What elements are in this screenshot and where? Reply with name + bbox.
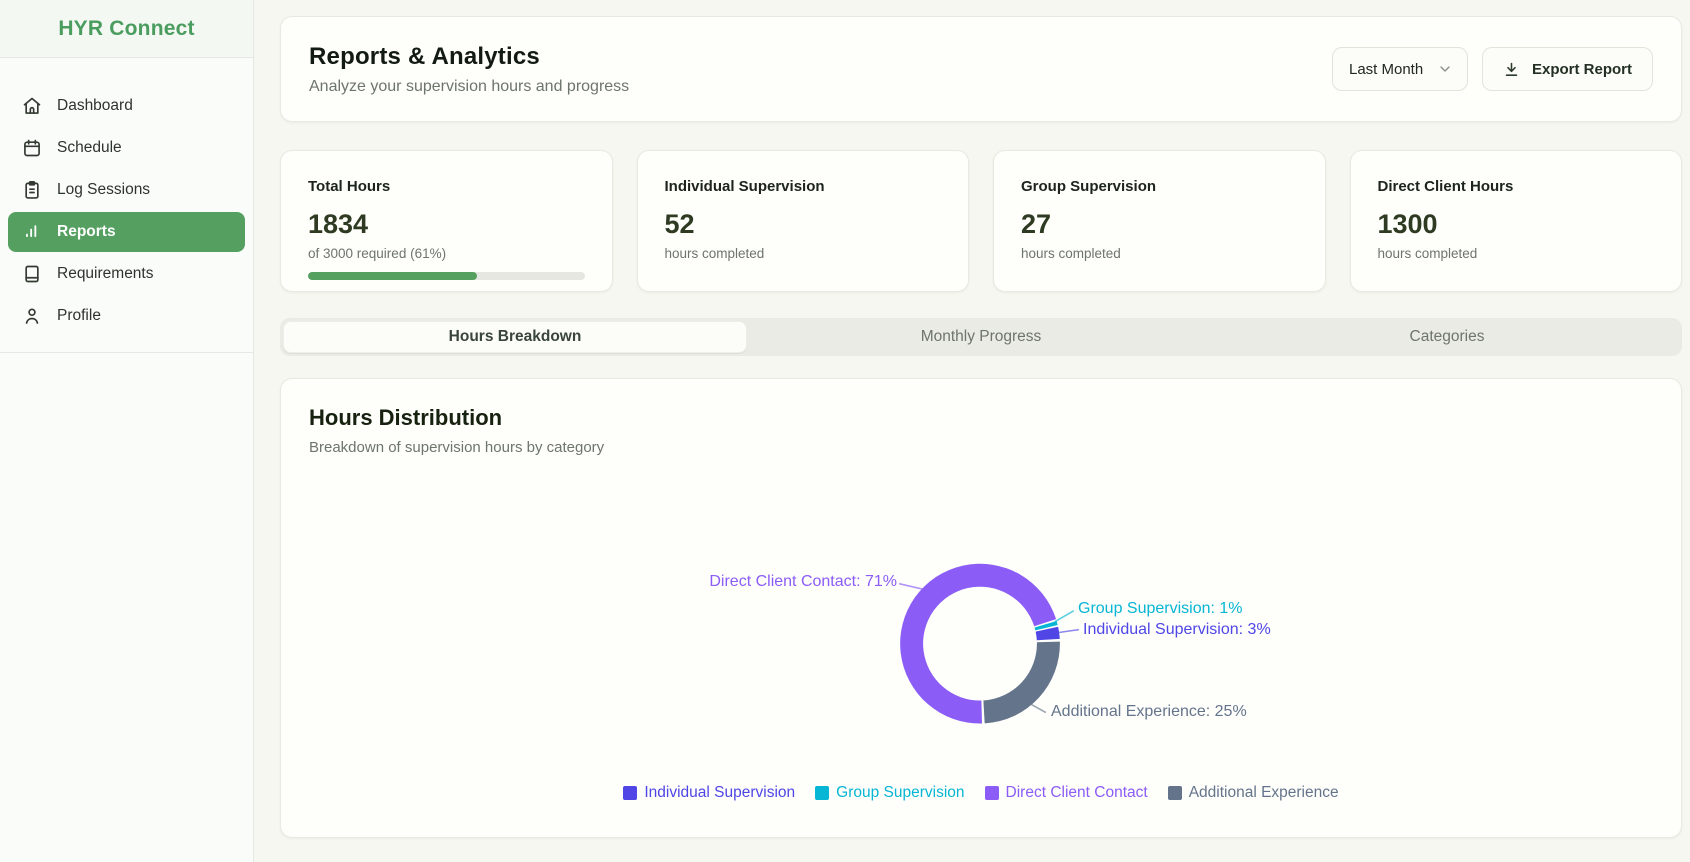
chevron-down-icon xyxy=(1437,61,1453,77)
main-content: Reports & Analytics Analyze your supervi… xyxy=(254,0,1690,862)
callout-group-supervision: Group Supervision: 1% xyxy=(1078,600,1243,617)
legend-swatch-icon xyxy=(815,786,830,800)
hours-distribution-card: Hours Distribution Breakdown of supervis… xyxy=(280,378,1682,838)
bar-chart-icon xyxy=(22,222,42,242)
sidebar-nav: Dashboard Schedule Log Sessions Reports … xyxy=(0,58,253,353)
stat-card-total-hours: Total Hours 1834 of 3000 required (61%) xyxy=(280,150,613,292)
stat-subtext: hours completed xyxy=(1021,246,1121,261)
total-hours-progress xyxy=(308,272,585,280)
donut-chart[interactable] xyxy=(281,379,1681,838)
stat-card-individual-supervision: Individual Supervision 52 hours complete… xyxy=(636,150,969,292)
period-select-value: Last Month xyxy=(1348,60,1424,78)
legend-item-additional-experience: Additional Experience xyxy=(1167,784,1339,802)
user-icon xyxy=(22,306,42,326)
legend-item-individual-supervision: Individual Supervision xyxy=(623,784,795,802)
legend-item-group-supervision: Group Supervision xyxy=(815,784,965,802)
legend-swatch-icon xyxy=(1167,786,1182,800)
clipboard-icon xyxy=(22,180,42,200)
stat-card-direct-client-hours: Direct Client Hours 1300 hours completed xyxy=(1349,150,1682,292)
report-tabs: Hours Breakdown Monthly Progress Categor… xyxy=(280,318,1682,356)
chart-title: Hours Distribution xyxy=(309,405,503,430)
sidebar-item-profile[interactable]: Profile xyxy=(8,296,245,336)
page-header-card: Reports & Analytics Analyze your supervi… xyxy=(280,16,1682,122)
stat-value: 1300 xyxy=(1377,209,1438,239)
donut-slice[interactable] xyxy=(900,563,1057,724)
callout-leader-line xyxy=(1054,609,1075,623)
callout-leader-line xyxy=(1027,701,1047,714)
donut-slice[interactable] xyxy=(1034,620,1058,631)
stat-card-group-supervision: Group Supervision 27 hours completed xyxy=(993,150,1326,292)
chart-subtitle: Breakdown of supervision hours by catego… xyxy=(309,439,605,456)
donut-slice[interactable] xyxy=(983,641,1060,724)
callout-individual-supervision: Individual Supervision: 3% xyxy=(1083,621,1271,638)
page-subtitle: Analyze your supervision hours and progr… xyxy=(309,77,630,95)
sidebar-item-dashboard[interactable]: Dashboard xyxy=(8,86,245,126)
sidebar-item-label: Log Sessions xyxy=(57,181,151,198)
donut-slice[interactable] xyxy=(1035,626,1060,641)
stat-subtext: hours completed xyxy=(664,246,765,261)
stat-label: Direct Client Hours xyxy=(1377,178,1514,195)
callout-direct-client-contact: Direct Client Contact: 71% xyxy=(709,573,897,590)
legend-label: Additional Experience xyxy=(1188,784,1339,801)
sidebar-item-log-sessions[interactable]: Log Sessions xyxy=(8,170,245,210)
stat-value: 52 xyxy=(664,209,695,239)
page-title: Reports & Analytics xyxy=(309,42,540,70)
tab-categories[interactable]: Categories xyxy=(1409,328,1485,345)
donut-chart-area: Direct Client Contact: 71% Group Supervi… xyxy=(281,379,1681,837)
home-icon xyxy=(22,96,42,116)
sidebar-item-label: Schedule xyxy=(57,139,122,156)
download-icon xyxy=(1503,61,1520,78)
app-title: HYR Connect xyxy=(58,16,195,40)
calendar-icon xyxy=(22,138,42,158)
period-select[interactable]: Last Month xyxy=(1331,47,1468,91)
total-hours-progress-fill xyxy=(308,272,477,280)
callout-leader-line xyxy=(898,582,926,591)
callout-additional-experience: Additional Experience: 25% xyxy=(1051,703,1247,720)
callout-leader-line xyxy=(1057,628,1079,634)
stats-row: Total Hours 1834 of 3000 required (61%) … xyxy=(280,150,1682,292)
sidebar: HYR Connect Dashboard Schedule Log Sessi… xyxy=(0,0,254,862)
tab-hours-breakdown[interactable]: Hours Breakdown xyxy=(283,321,747,353)
sidebar-item-label: Profile xyxy=(57,307,101,324)
sidebar-item-requirements[interactable]: Requirements xyxy=(8,254,245,294)
export-report-label: Export Report xyxy=(1531,60,1632,78)
stat-label: Total Hours xyxy=(308,178,391,195)
sidebar-item-label: Dashboard xyxy=(57,97,133,114)
tab-monthly-progress[interactable]: Monthly Progress xyxy=(920,328,1042,345)
sidebar-item-label: Requirements xyxy=(57,265,154,282)
book-icon xyxy=(22,264,42,284)
legend-label: Individual Supervision xyxy=(644,784,796,801)
sidebar-header: HYR Connect xyxy=(0,0,253,58)
stat-label: Group Supervision xyxy=(1021,178,1157,195)
legend-swatch-icon xyxy=(984,786,999,800)
stat-value: 27 xyxy=(1021,209,1052,239)
stat-subtext: of 3000 required (61%) xyxy=(308,246,447,261)
legend-label: Group Supervision xyxy=(836,784,965,801)
stat-label: Individual Supervision xyxy=(664,178,825,195)
stat-subtext: hours completed xyxy=(1377,246,1478,261)
legend-swatch-icon xyxy=(623,786,638,800)
legend-label: Direct Client Contact xyxy=(1005,784,1148,801)
export-report-button[interactable]: Export Report xyxy=(1481,47,1653,91)
sidebar-item-reports[interactable]: Reports xyxy=(8,212,245,252)
chart-legend: Individual Supervision Group Supervision… xyxy=(281,784,1681,802)
legend-item-direct-client-contact: Direct Client Contact xyxy=(984,784,1148,802)
stat-value: 1834 xyxy=(308,209,369,239)
sidebar-item-label: Reports xyxy=(57,223,116,240)
sidebar-item-schedule[interactable]: Schedule xyxy=(8,128,245,168)
